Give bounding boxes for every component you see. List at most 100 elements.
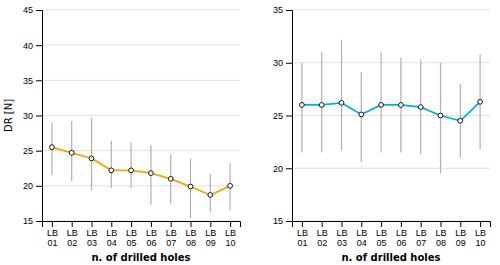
x-tick-label-line: 02 — [317, 238, 327, 248]
y-tick-label: 30 — [23, 111, 33, 121]
x-tick: LB10 — [475, 221, 486, 248]
y-tick: 25 — [273, 111, 292, 121]
error-bar — [131, 142, 132, 188]
x-tick-label-line: 06 — [146, 238, 156, 248]
x-tick-label: LB10 — [475, 228, 486, 248]
y-tick-mark — [286, 221, 292, 222]
axis-domain — [286, 11, 293, 222]
x-tick-label-line: 01 — [47, 238, 57, 248]
x-tick-mark — [322, 221, 323, 227]
x-axis: LB01LB02LB03LB04LB05LB06LB07LB08LB09LB10 — [293, 221, 491, 248]
x-tick: LB01 — [47, 221, 58, 248]
marker — [50, 145, 55, 150]
y-tick-label: 15 — [23, 216, 33, 226]
x-tick-label-line: LB — [336, 228, 347, 238]
x-tick-label-line: 09 — [456, 238, 466, 248]
x-tick-mark — [72, 221, 73, 227]
grid-line — [42, 45, 240, 46]
y-tick-mark — [286, 168, 292, 169]
x-tick-mark — [230, 221, 231, 227]
error-bars — [302, 40, 480, 174]
x-tick-label-line: LB — [205, 228, 216, 238]
grid-line — [42, 115, 240, 116]
y-tick-label: 40 — [23, 41, 33, 51]
x-tick-label-line: 10 — [226, 238, 236, 248]
grid-line — [42, 10, 240, 11]
y-tick: 30 — [23, 111, 42, 121]
x-tick-label-line: LB — [455, 228, 466, 238]
y-tick-label: 35 — [23, 76, 33, 86]
x-tick: LB02 — [317, 221, 328, 248]
panel: 1520253035LB01LB02LB03LB04LB05LB06LB07LB… — [273, 5, 491, 263]
marker — [359, 112, 364, 117]
x-tick-label-line: 10 — [476, 238, 486, 248]
y-tick-label: 15 — [273, 216, 283, 226]
x-tick-label: LB05 — [376, 228, 387, 248]
axis-domain — [36, 11, 43, 222]
x-tick: LB10 — [225, 221, 236, 248]
y-tick: 25 — [23, 146, 42, 156]
marker — [149, 171, 154, 176]
x-tick: LB05 — [376, 221, 387, 248]
y-tick-mark — [36, 45, 42, 46]
x-tick-label: LB07 — [416, 228, 427, 248]
y-tick-mark — [36, 186, 42, 187]
y-tick-label: 25 — [23, 146, 33, 156]
y-tick-label: 35 — [273, 5, 283, 15]
y-tick: 35 — [273, 5, 292, 15]
y-tick-label: 20 — [23, 181, 33, 191]
x-tick-label-line: 04 — [107, 238, 117, 248]
grid-line — [292, 168, 490, 169]
y-tick: 15 — [23, 216, 42, 226]
x-tick-label-line: LB — [47, 228, 58, 238]
axis-domain — [293, 222, 491, 228]
x-tick-label: LB08 — [435, 228, 446, 248]
x-tick: LB08 — [185, 221, 196, 248]
y-tick-mark — [286, 63, 292, 64]
y-tick-mark — [36, 116, 42, 117]
series-line — [302, 102, 480, 121]
error-bars — [52, 118, 230, 219]
x-tick-mark — [92, 221, 93, 227]
x-tick-mark — [361, 221, 362, 227]
x-tick-label-line: 07 — [166, 238, 176, 248]
marker — [300, 103, 305, 108]
x-tick: LB09 — [205, 221, 216, 248]
markers — [300, 99, 483, 123]
figure: 15202530354045LB01LB02LB03LB04LB05LB06LB… — [0, 0, 500, 265]
x-tick-label: LB09 — [455, 228, 466, 248]
x-tick-mark — [171, 221, 172, 227]
x-tick-label-line: LB — [166, 228, 177, 238]
x-tick-mark — [342, 221, 343, 227]
marker — [129, 168, 134, 173]
marker — [478, 99, 483, 104]
x-tick-label-line: 01 — [297, 238, 307, 248]
x-tick-label-line: LB — [86, 228, 97, 238]
x-tick-label: LB09 — [205, 228, 216, 248]
y-tick-label: 25 — [273, 111, 283, 121]
x-tick: LB06 — [146, 221, 157, 248]
x-tick: LB07 — [416, 221, 427, 248]
y-tick-mark — [286, 10, 292, 11]
error-bar — [91, 118, 92, 190]
x-tick-label-line: 05 — [377, 238, 387, 248]
y-tick: 30 — [273, 58, 292, 68]
x-tick-label-line: LB — [356, 228, 367, 238]
grid-line — [292, 10, 490, 11]
x-tick-mark — [151, 221, 152, 227]
x-tick-mark — [401, 221, 402, 227]
x-tick-label-line: LB — [435, 228, 446, 238]
x-tick-label: LB04 — [356, 228, 367, 248]
marker — [399, 103, 404, 108]
x-tick-label: LB02 — [67, 228, 78, 248]
x-tick-label-line: 03 — [337, 238, 347, 248]
marker — [438, 113, 443, 118]
x-tick: LB04 — [356, 221, 367, 248]
y-tick-label: 45 — [23, 5, 33, 15]
x-tick-label-line: LB — [225, 228, 236, 238]
x-tick: LB01 — [297, 221, 308, 248]
error-bar — [341, 40, 342, 151]
plot-area — [300, 40, 483, 174]
x-tick-label-line: 02 — [67, 238, 77, 248]
x-tick-mark — [52, 221, 53, 227]
